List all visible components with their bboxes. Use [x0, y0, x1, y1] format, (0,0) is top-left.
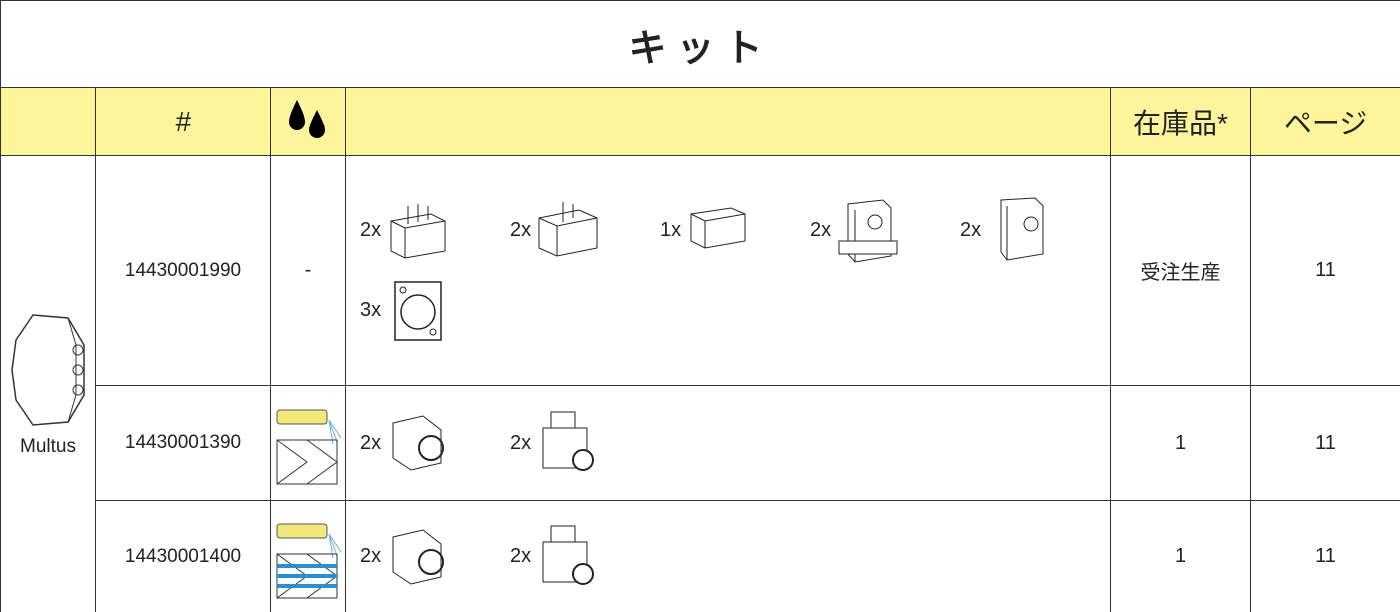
item: 2x: [360, 196, 510, 266]
row: 14430001400 2x 2x 1 11: [1, 500, 1400, 612]
drops-icon: [289, 100, 325, 138]
header-stock: 在庫品*: [1110, 87, 1251, 156]
items: 2x 2x 1x 2x 2x 3x: [347, 196, 1110, 346]
coolant: [270, 500, 346, 612]
holder-image: [838, 198, 898, 263]
row: Multus 14430001990 - 2x 2x 1x 2x 2x 3x 受…: [0, 155, 1400, 612]
items-cell: 2x 2x: [345, 385, 1111, 501]
items: 2x 2x: [347, 408, 1110, 478]
header-coolant: [270, 87, 346, 156]
quantity: 2x: [360, 431, 382, 454]
header-number: #: [95, 87, 271, 156]
holder-image: [390, 203, 446, 259]
stock: 受注生産: [1110, 155, 1251, 386]
item: 2x: [510, 408, 660, 478]
holder-image: [392, 528, 445, 585]
items-cell: 2x 2x: [345, 500, 1111, 612]
coolant: [270, 385, 346, 501]
coolant-icon: [276, 523, 342, 598]
header-row: # 在庫品* ページ: [0, 87, 1400, 156]
header-empty: [0, 87, 96, 156]
holder-image: [1000, 196, 1044, 261]
item: 3x: [360, 276, 510, 346]
items: 2x 2x: [347, 522, 1110, 592]
machine-cell: Multus: [0, 155, 96, 612]
holder-image: [538, 201, 598, 257]
quantity: 2x: [510, 431, 532, 454]
item: 2x: [510, 196, 660, 266]
header-items: [345, 87, 1111, 156]
stock: 1: [1110, 385, 1251, 501]
item: 2x: [360, 408, 510, 478]
item: 2x: [810, 196, 960, 266]
quantity: 2x: [960, 219, 982, 241]
stock: 1: [1110, 500, 1251, 612]
holder-image: [690, 206, 746, 249]
item: 1x: [660, 196, 810, 266]
quantity: 2x: [510, 545, 532, 567]
flange-image: [394, 280, 442, 341]
quantity: 1x: [660, 219, 682, 241]
page-number: 11: [1249, 155, 1400, 386]
coolant-icon: [276, 409, 342, 485]
quantity: 2x: [360, 219, 382, 241]
item: 2x: [960, 196, 1110, 266]
coolant: -: [270, 155, 346, 386]
items-cell: 2x 2x 1x 2x 2x 3x: [345, 155, 1111, 386]
holder-image: [542, 411, 595, 471]
machine-icon: [11, 314, 85, 426]
machine-name: Multus: [20, 436, 76, 457]
table-title: キット: [0, 0, 1400, 88]
item: 2x: [360, 522, 510, 592]
part-number: 14430001390: [95, 385, 271, 501]
item: 2x: [510, 522, 660, 592]
title-row: キット: [0, 0, 1400, 88]
part-number: 14430001990: [95, 155, 271, 386]
quantity: 2x: [510, 219, 532, 241]
header-page: ページ: [1249, 87, 1400, 156]
holder-image: [392, 415, 445, 471]
part-number: 14430001400: [95, 500, 271, 612]
page-number: 11: [1249, 385, 1400, 501]
row: 14430001390 2x 2x 1 11: [1, 385, 1400, 501]
quantity: 2x: [810, 219, 832, 241]
holder-image: [542, 525, 595, 585]
quantity: 3x: [360, 299, 382, 321]
quantity: 2x: [360, 545, 382, 567]
page-number: 11: [1249, 500, 1400, 612]
